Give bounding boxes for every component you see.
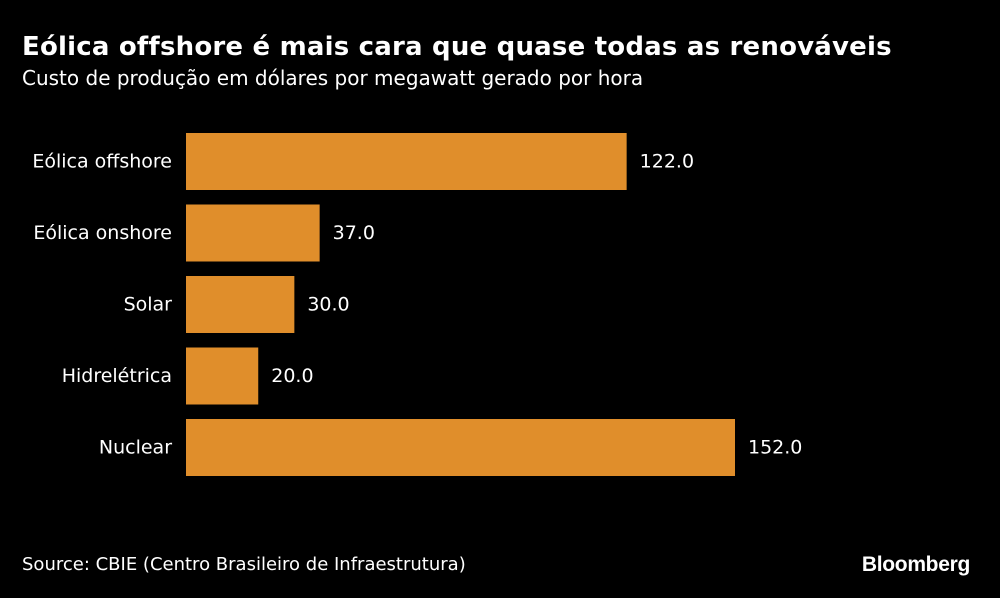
- bar-4: [186, 419, 735, 476]
- value-label-4: 152.0: [748, 437, 802, 459]
- category-label-2: Solar: [124, 294, 173, 316]
- category-label-4: Nuclear: [99, 437, 172, 459]
- bar-1: [186, 204, 320, 262]
- bloomberg-logo: Bloomberg: [861, 553, 970, 576]
- chart-title: Eólica offshore é mais cara que quase to…: [22, 32, 892, 62]
- value-label-2: 30.0: [307, 294, 349, 316]
- value-label-1: 37.0: [333, 222, 375, 244]
- bar-0: [186, 133, 627, 190]
- value-label-3: 20.0: [271, 365, 313, 387]
- source-note: Source: CBIE (Centro Brasileiro de Infra…: [22, 554, 466, 575]
- category-label-1: Eólica onshore: [33, 222, 172, 244]
- category-label-0: Eólica offshore: [32, 151, 172, 173]
- chart-subtitle: Custo de produção em dólares por megawat…: [22, 66, 644, 90]
- bar-3: [186, 347, 259, 405]
- value-label-0: 122.0: [640, 151, 694, 173]
- bar-2: [186, 276, 295, 333]
- category-label-3: Hidrelétrica: [62, 365, 172, 387]
